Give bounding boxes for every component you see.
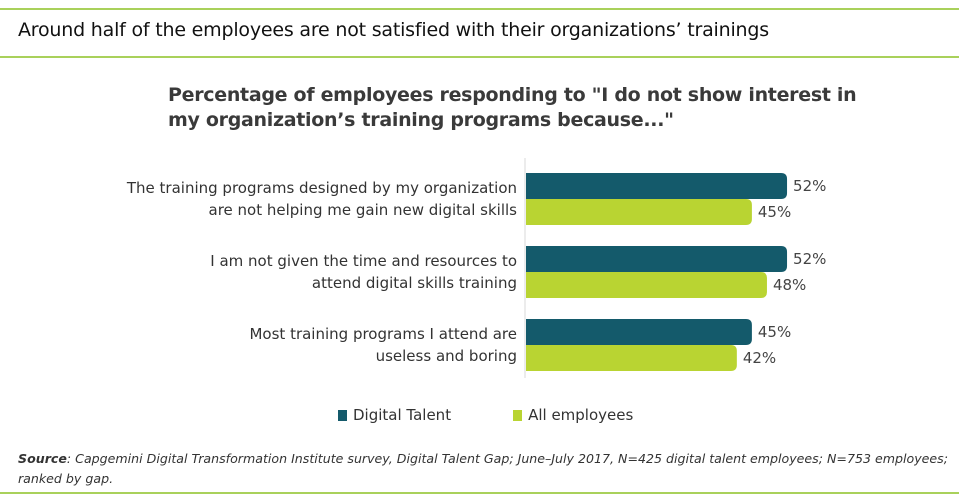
bar-digital-talent [526, 319, 752, 345]
source-label: Source [18, 451, 67, 466]
headline-rule [0, 56, 959, 58]
headline: Around half of the employees are not sat… [18, 19, 769, 41]
chart-title: Percentage of employees responding to "I… [168, 84, 857, 131]
category-label: I am not given the time and resources to… [210, 252, 517, 292]
bar-chart: The training programs designed by my org… [126, 158, 826, 378]
bar-all-employees [526, 345, 737, 371]
source-note: Source: Capgemini Digital Transformation… [18, 449, 948, 489]
category-label: The training programs designed by my org… [126, 179, 517, 219]
source-text: : Capgemini Digital Transformation Insti… [18, 451, 948, 486]
data-label: 52% [793, 250, 826, 268]
category-label: Most training programs I attend are usele… [249, 325, 517, 365]
legend-label: All employees [528, 406, 634, 424]
data-label: 42% [743, 349, 776, 367]
bar-digital-talent [526, 173, 788, 199]
data-label: 45% [758, 323, 791, 341]
legend: Digital Talent All employees [338, 406, 633, 424]
legend-swatch-digital-talent [338, 409, 347, 421]
bottom-rule [0, 492, 959, 494]
data-label: 45% [758, 203, 791, 221]
legend-swatch-all-employees [513, 409, 523, 421]
legend-label: Digital Talent [353, 406, 452, 424]
bar-all-employees [526, 199, 752, 225]
legend-item-digital-talent: Digital Talent [338, 406, 451, 424]
data-label: 52% [793, 177, 826, 195]
top-rule [0, 8, 959, 10]
bar-digital-talent [526, 246, 788, 272]
legend-item-all-employees: All employees [513, 406, 633, 424]
data-label: 48% [773, 276, 806, 294]
bar-all-employees [526, 272, 767, 298]
